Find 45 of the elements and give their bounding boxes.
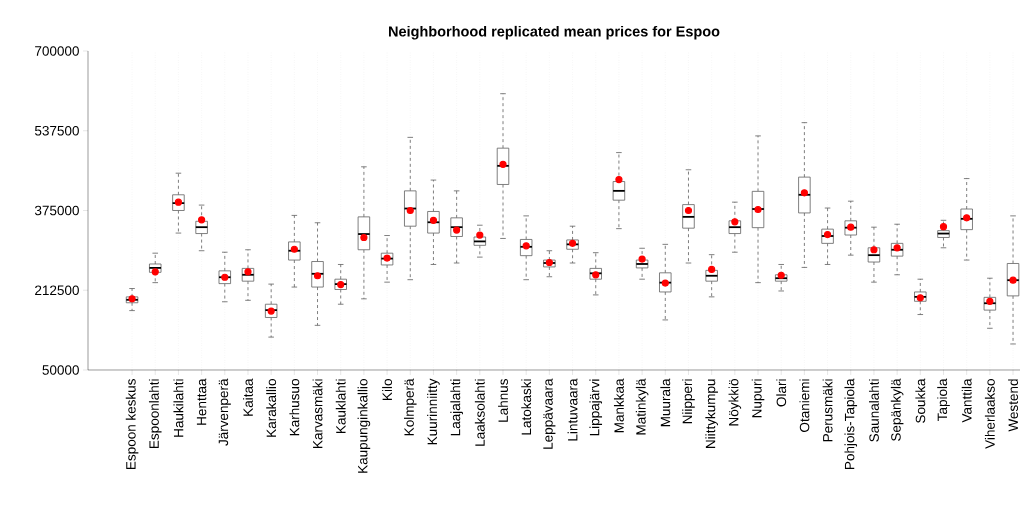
x-tick-label: Soukka (915, 378, 926, 423)
x-tick-label: Tapiola (937, 378, 950, 421)
x-tick-label: Lippajärvi (589, 379, 603, 436)
x-tick-label: Perusmäki (822, 379, 833, 442)
x-tick-label: Sepänkylä (890, 378, 904, 441)
x-tick-label: Olari (776, 379, 787, 407)
y-tick-label: 700000 (35, 46, 79, 56)
x-tick-label: Viherlaakso (984, 379, 995, 449)
x-tick-label: Haukilahti (173, 379, 184, 437)
x-tick-label: Lahnus (498, 379, 508, 422)
y-tick-label: 50000 (42, 365, 79, 375)
x-tick-label: Kauklahti (335, 379, 346, 433)
x-tick-label: Pohjois-Tapiola (844, 378, 858, 469)
x-tick-label: Niipperi (682, 379, 695, 424)
x-tick-label: Leppävaara (543, 378, 556, 449)
x-tick-label: Muurala (660, 378, 671, 427)
x-tick-label: Vanttila (961, 378, 972, 423)
x-tick-label: Nupuri (751, 379, 765, 418)
x-tick-label: Mankkaa (613, 378, 624, 433)
x-tick-label: Nöykkiö (728, 379, 742, 426)
x-tick-label: Niittykumpu (705, 379, 718, 448)
y-tick-label: 212500 (35, 285, 79, 296)
x-tick-label: Henttaa (196, 378, 207, 425)
y-tick-label: 537500 (34, 125, 79, 136)
x-tick-label: Matinkylä (635, 378, 649, 435)
x-tick-label: Espoonlahti (148, 379, 162, 448)
x-tick-label: Kolmperä (403, 378, 417, 436)
x-tick-label: Järvenperä (218, 378, 231, 446)
x-tick-label: Karakallio (266, 379, 277, 437)
x-tick-label: Laajalahti (450, 379, 463, 436)
x-tick-label: Kaupunginkallio (357, 379, 371, 473)
chart-title: Neighborhood replicated mean prices for Espoo (389, 25, 720, 40)
x-tick-label: Karvasmäki (312, 379, 323, 448)
x-tick-label: Lintuvaara (567, 378, 578, 441)
x-tick-label: Kilo (382, 379, 393, 400)
x-tick-label: Laaksolahti (474, 379, 485, 446)
x-tick-label: Otaniemi (799, 379, 810, 432)
x-tick-label: Latokaski (521, 379, 532, 435)
x-tick-label: Karhusuo (289, 379, 300, 436)
x-tick-label: Espoon keskus (125, 379, 139, 469)
x-tick-label: Kuurinniitty (427, 378, 440, 445)
x-tick-label: Westend (1008, 379, 1018, 432)
x-tick-label: Saunalahti (868, 379, 879, 442)
y-tick-label: 375000 (34, 205, 79, 216)
x-tick-label: Kaitaa (243, 378, 253, 416)
